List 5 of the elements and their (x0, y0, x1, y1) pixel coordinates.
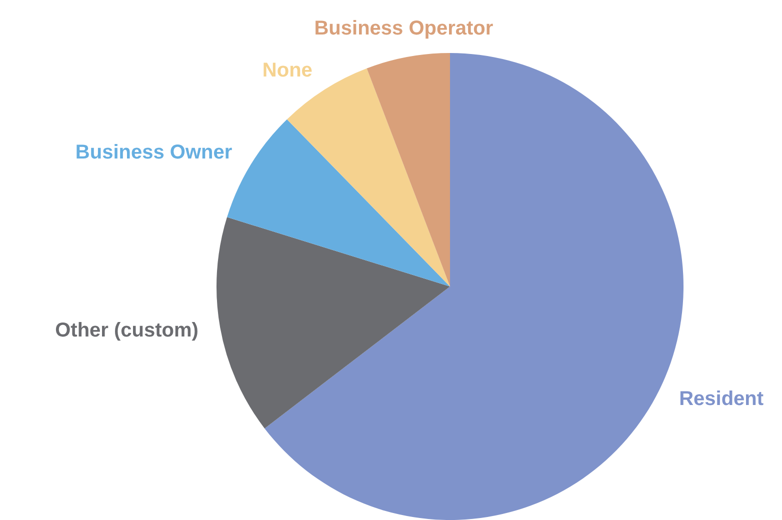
slice-label: Resident (679, 388, 764, 410)
slice-label: Business Owner (75, 142, 232, 164)
slice-label: None (262, 60, 312, 82)
slice-label: Other (custom) (55, 320, 198, 342)
slice-label: Business Operator (314, 18, 494, 40)
